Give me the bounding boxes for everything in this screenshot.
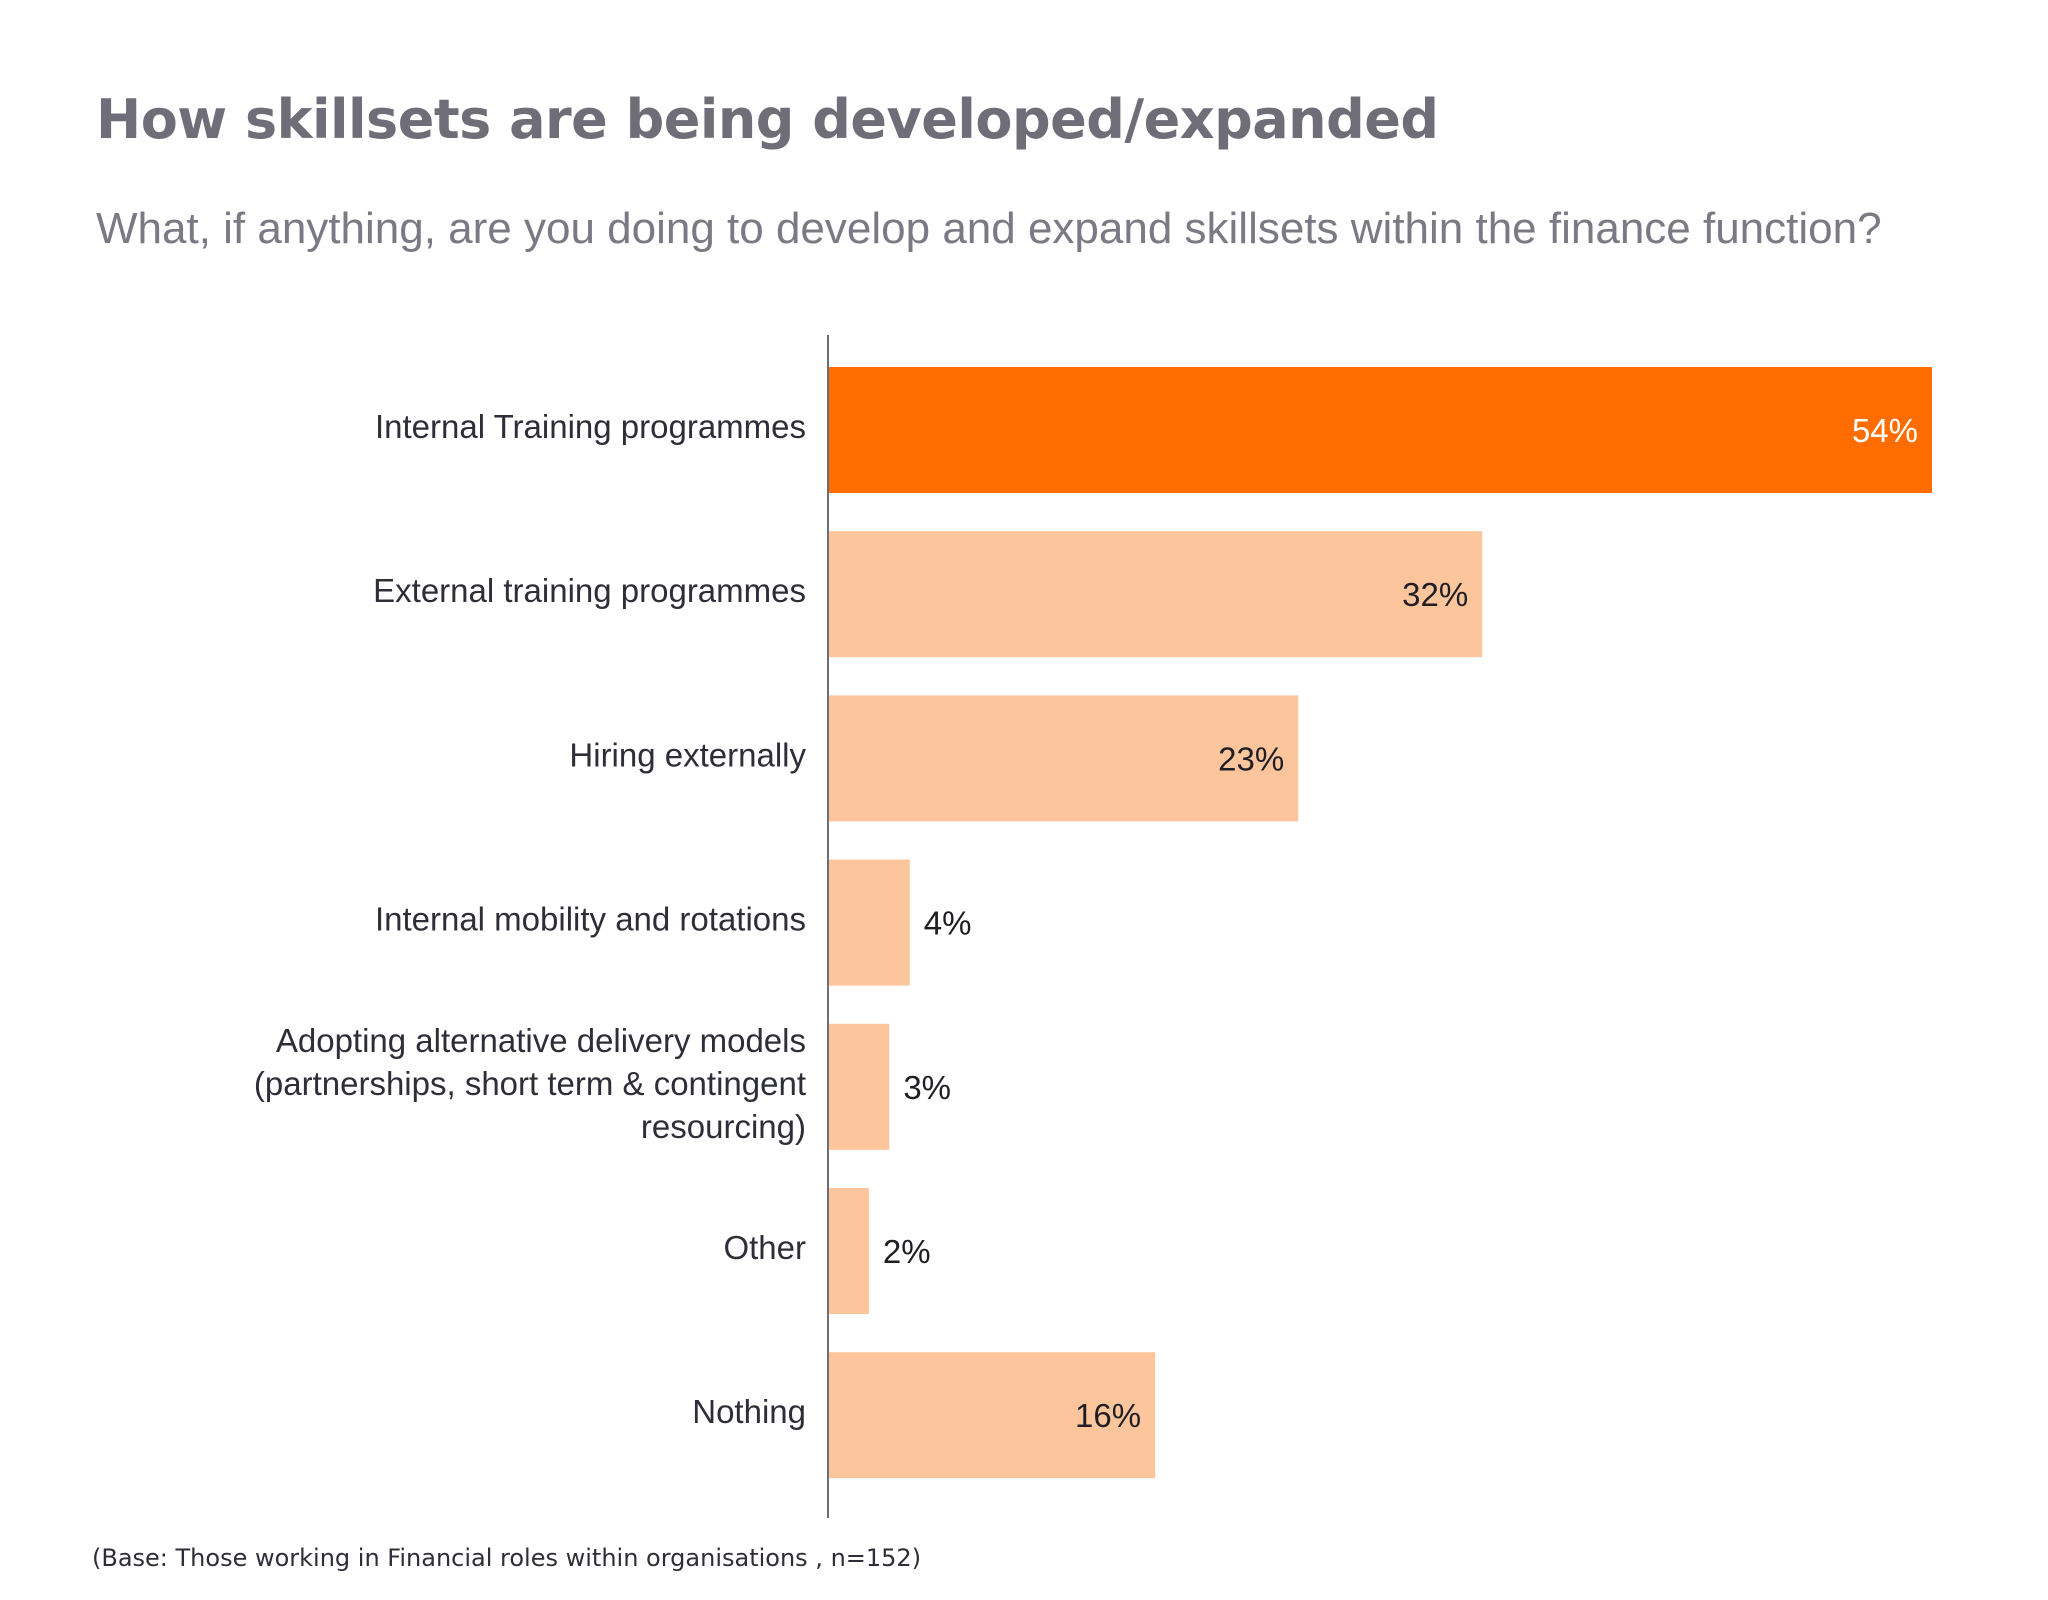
category-labels-layer: Internal Training programmes External tra… <box>254 408 807 1430</box>
category-label-line: External training programmes <box>373 572 806 609</box>
bar-4 <box>828 1023 890 1150</box>
value-labels-layer: 54% 32% 23% 4% 3% 2% 16% <box>883 412 1918 1434</box>
chart-title: How skillsets are being developed/expand… <box>96 88 1439 151</box>
value-label-1: 32% <box>1402 576 1468 613</box>
category-label-6: Nothing <box>692 1393 806 1430</box>
category-label-2: Hiring externally <box>569 736 806 773</box>
bar-5 <box>828 1188 869 1314</box>
value-label-6: 16% <box>1075 1397 1141 1434</box>
category-label-line: Hiring externally <box>569 736 806 773</box>
bars-layer <box>828 367 1932 1479</box>
category-label-line: Adopting alternative delivery models <box>276 1022 806 1059</box>
category-label-line: Other <box>723 1229 806 1266</box>
category-label-1: External training programmes <box>373 572 806 609</box>
category-label-line: Internal Training programmes <box>375 408 806 445</box>
bar-2 <box>828 695 1299 822</box>
category-label-0: Internal Training programmes <box>375 408 806 445</box>
value-label-2: 23% <box>1218 740 1284 777</box>
category-label-line: Internal mobility and rotations <box>375 901 806 938</box>
category-label-line: Nothing <box>692 1393 806 1430</box>
category-label-4: Adopting alternative delivery models (par… <box>254 1022 806 1145</box>
value-label-0: 54% <box>1852 412 1918 449</box>
value-label-3: 4% <box>924 905 972 942</box>
category-label-line: (partnerships, short term & contingent <box>254 1065 806 1102</box>
bar-3 <box>828 859 910 986</box>
category-label-line: resourcing) <box>641 1108 806 1145</box>
value-label-4: 3% <box>903 1069 951 1106</box>
bar-6 <box>828 1352 1156 1479</box>
chart-subtitle: What, if anything, are you doing to deve… <box>96 204 1882 253</box>
value-label-5: 2% <box>883 1233 931 1270</box>
bar-0 <box>828 367 1932 493</box>
category-label-3: Internal mobility and rotations <box>375 901 806 938</box>
base-footnote: (Base: Those working in Financial roles … <box>92 1544 922 1572</box>
category-label-5: Other <box>723 1229 806 1266</box>
bar-1 <box>828 531 1483 658</box>
